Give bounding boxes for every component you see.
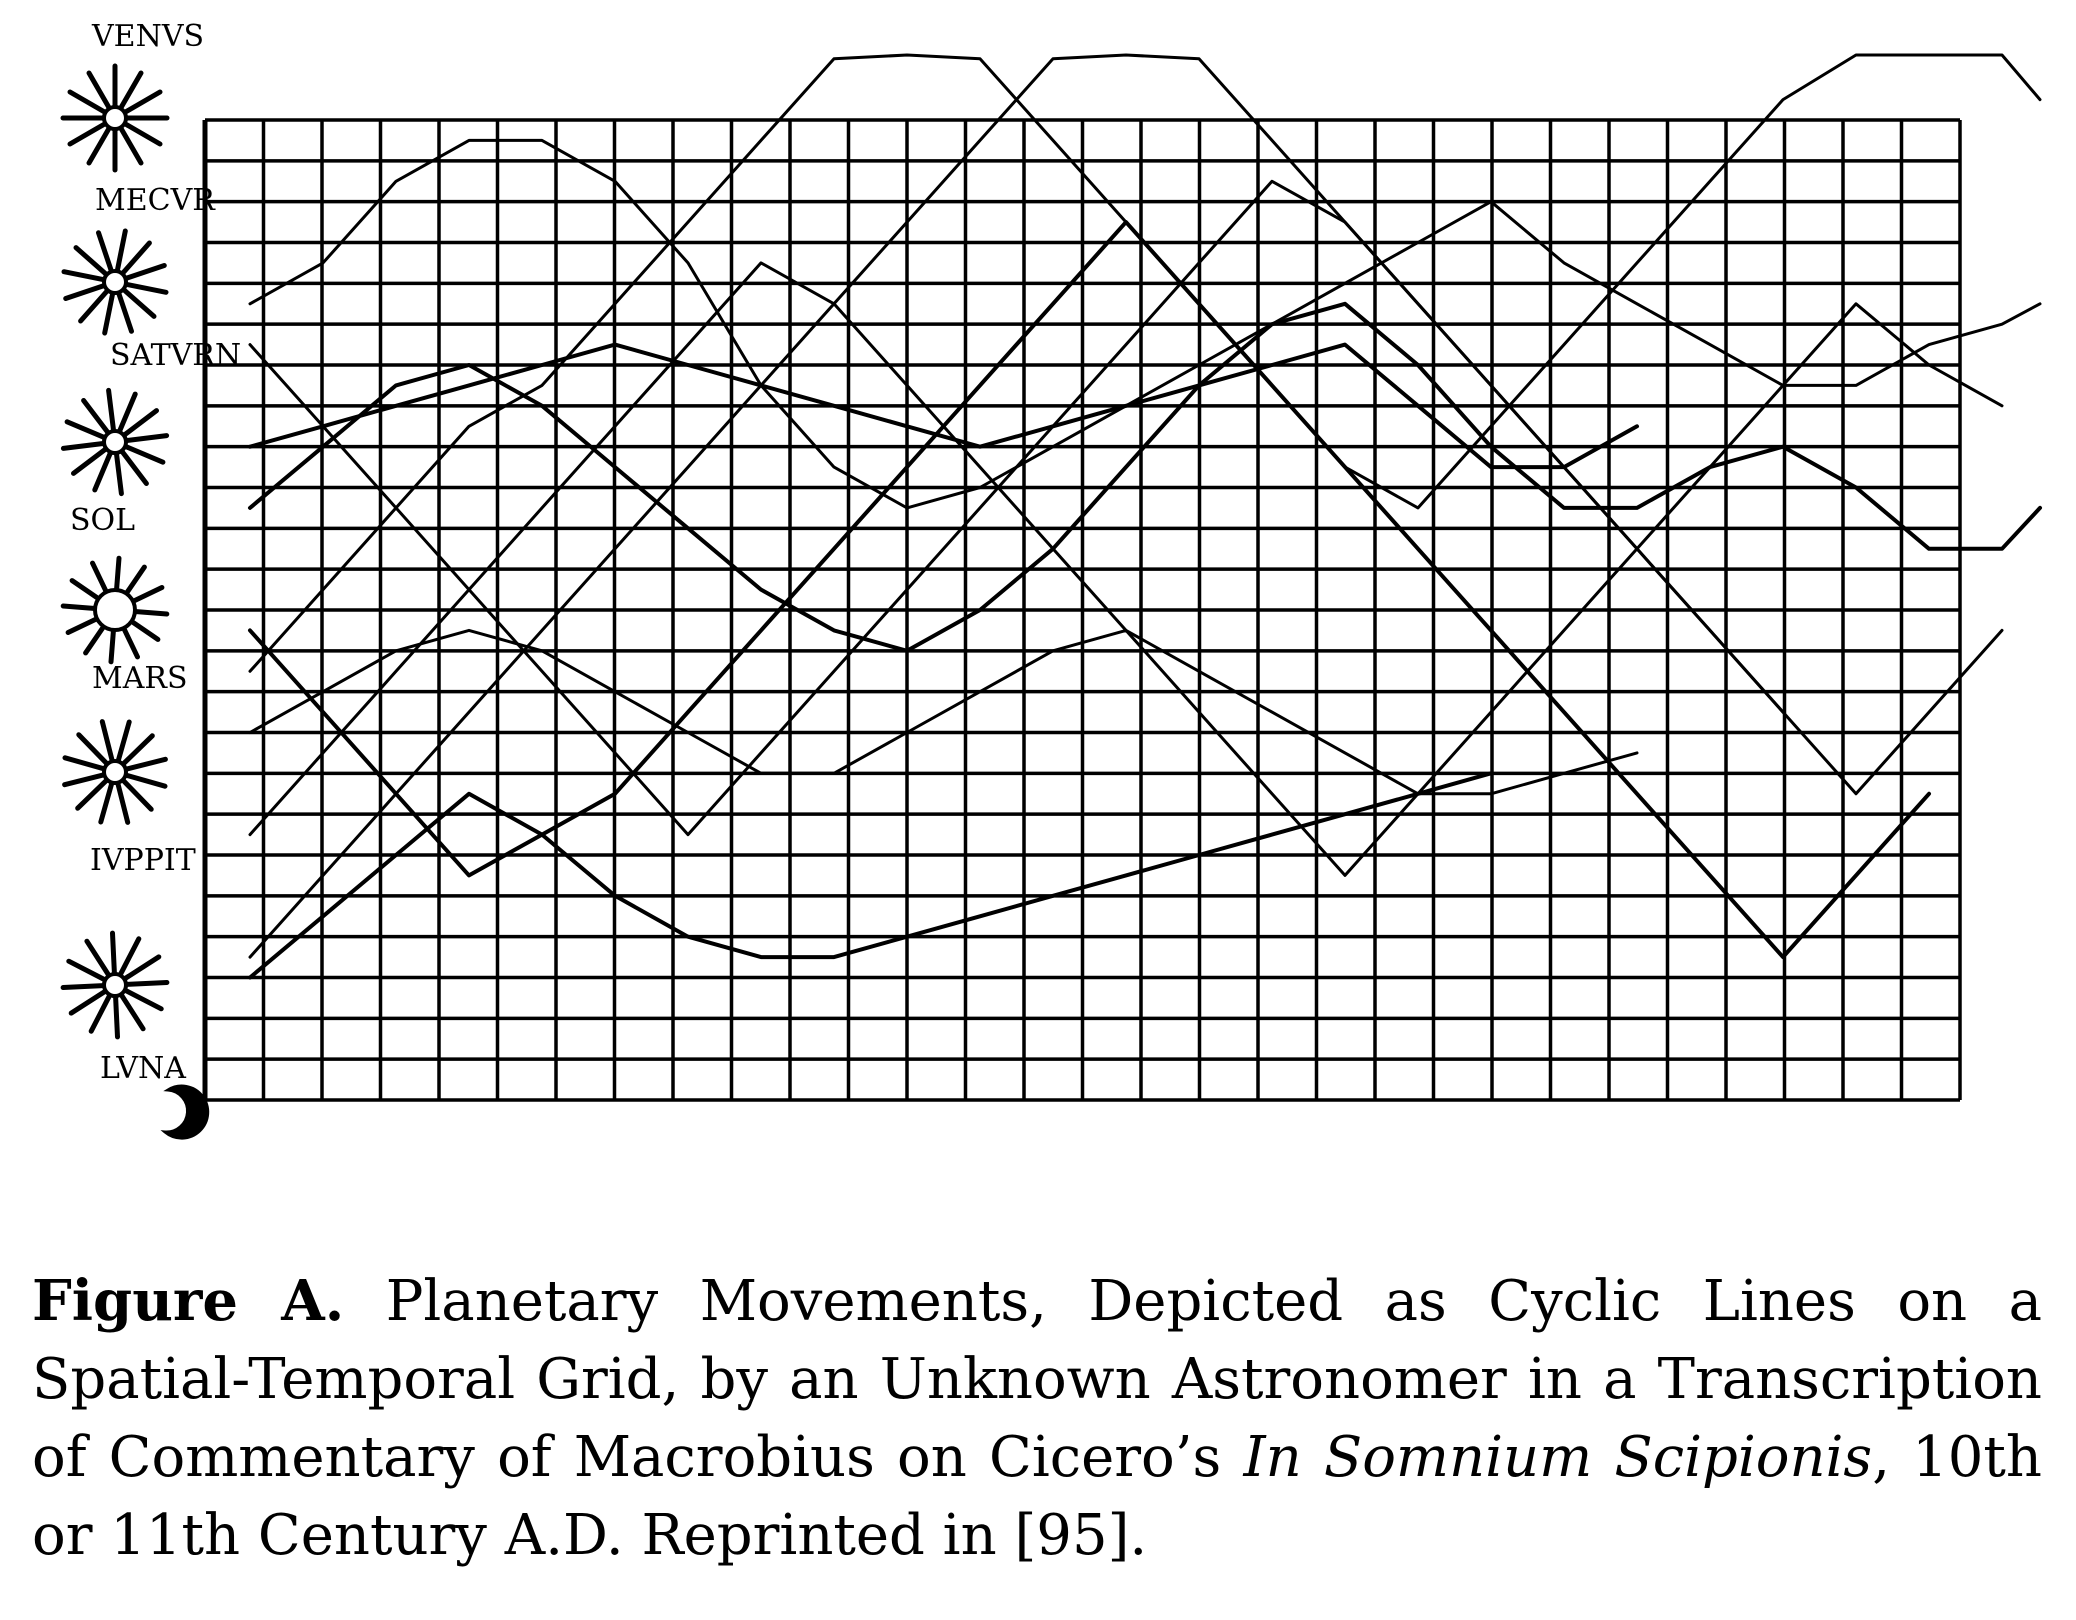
moon-crescent-icon <box>160 1084 210 1140</box>
planet-curve-7 <box>248 342 1639 470</box>
figure-caption: Figure A. Planetary Movements, Depicted … <box>32 1262 2042 1575</box>
planet-curve-3 <box>248 138 2042 510</box>
planet-curve-4 <box>248 301 2042 653</box>
caption-italic-title: In Somnium Scipionis <box>1243 1425 1873 1490</box>
planet-curve-2 <box>248 53 2042 673</box>
planet-labels: VENVS MECVR SATVRN SOL MARS IVPPIT LVNA <box>70 19 241 1086</box>
planet-sun-icon <box>60 387 170 497</box>
planet-sun-icon <box>62 719 168 825</box>
caption-label: Figure A. <box>32 1268 345 1334</box>
planet-symbols <box>60 63 210 1140</box>
planet-curve-9 <box>248 628 1639 796</box>
spatial-temporal-grid <box>202 118 1962 1102</box>
caption-text-1: Planetary Movements, Depicted as Cyclic … <box>32 1269 2043 1490</box>
planet-curve-10 <box>248 771 1493 980</box>
planet-sun-icon <box>61 228 169 336</box>
planetary-diagram: VENVS MECVR SATVRN SOL MARS IVPPIT LVNA <box>60 19 2042 1140</box>
planet-curve-8 <box>248 53 1785 959</box>
planet-sun-icon <box>60 63 170 173</box>
planet-label-mars: MARS <box>92 661 188 696</box>
planet-label-satvrn: SATVRN <box>110 338 241 373</box>
planet-sun-icon <box>60 555 170 665</box>
planet-label-sol: SOL <box>70 503 135 538</box>
planet-label-ivppit: IVPPIT <box>90 843 196 878</box>
planet-label-lvna: LVNA <box>100 1051 186 1086</box>
planet-curves <box>248 53 2042 980</box>
planet-sun-icon <box>60 930 170 1040</box>
caption-text-2: , 10th or 11th Century A.D. Reprinted in… <box>32 1425 2043 1568</box>
planet-curve-5 <box>248 179 2004 837</box>
planet-curve-1 <box>248 220 1931 960</box>
planet-label-venvs: VENVS <box>91 19 204 54</box>
planet-label-mecvr: MECVR <box>95 183 216 218</box>
